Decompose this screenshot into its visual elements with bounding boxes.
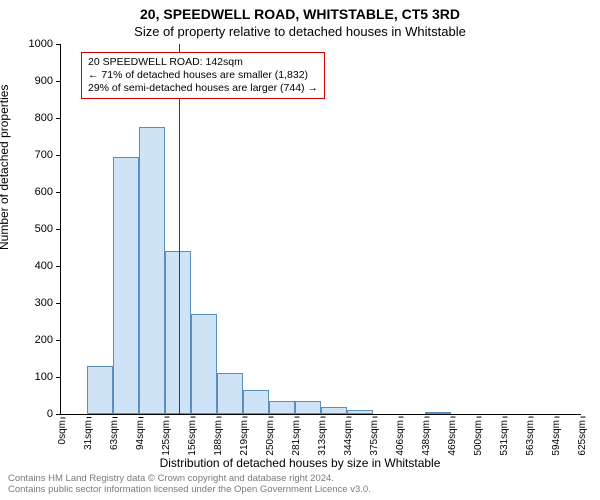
x-tick: 625sqm [577, 420, 588, 456]
histogram-bar [191, 314, 217, 414]
x-tick: 438sqm [421, 420, 432, 456]
annotation-line2: ← 71% of detached houses are smaller (1,… [88, 69, 318, 82]
x-tick: 469sqm [447, 420, 458, 456]
chart-subtitle: Size of property relative to detached ho… [0, 24, 600, 39]
x-tick: 219sqm [239, 420, 250, 456]
x-tick: 63sqm [109, 420, 120, 450]
x-tick: 313sqm [317, 420, 328, 456]
x-tick: 375sqm [369, 420, 380, 456]
annotation-box: 20 SPEEDWELL ROAD: 142sqm ← 71% of detac… [81, 52, 325, 99]
histogram-bar [269, 401, 295, 414]
y-tick: 200 [35, 334, 61, 346]
x-axis-label: Distribution of detached houses by size … [0, 456, 600, 470]
y-tick: 1000 [29, 38, 61, 50]
y-axis-label: Number of detached properties [0, 85, 11, 250]
y-tick: 300 [35, 297, 61, 309]
y-tick: 900 [35, 75, 61, 87]
annotation-line3: 29% of semi-detached houses are larger (… [88, 82, 318, 95]
y-tick: 800 [35, 112, 61, 124]
histogram-bar [243, 390, 269, 414]
marker-line [179, 44, 180, 414]
y-tick: 500 [35, 223, 61, 235]
y-tick: 600 [35, 186, 61, 198]
y-tick: 100 [35, 371, 61, 383]
y-tick: 400 [35, 260, 61, 272]
footer-attribution: Contains HM Land Registry data © Crown c… [8, 474, 371, 496]
y-tick: 0 [47, 408, 61, 420]
histogram-bar [87, 366, 113, 414]
annotation-line1: 20 SPEEDWELL ROAD: 142sqm [88, 56, 318, 69]
y-tick: 700 [35, 149, 61, 161]
histogram-bar [321, 407, 347, 414]
x-tick: 281sqm [291, 420, 302, 456]
chart-container: 20, SPEEDWELL ROAD, WHITSTABLE, CT5 3RD … [0, 0, 600, 500]
x-tick: 594sqm [551, 420, 562, 456]
x-tick: 0sqm [57, 420, 68, 444]
histogram-bar [217, 373, 243, 414]
chart-title: 20, SPEEDWELL ROAD, WHITSTABLE, CT5 3RD [0, 6, 600, 22]
plot-area: 010020030040050060070080090010000sqm31sq… [60, 44, 581, 415]
histogram-bar [165, 251, 191, 414]
x-tick: 563sqm [525, 420, 536, 456]
x-tick: 31sqm [83, 420, 94, 450]
footer-line2: Contains public sector information licen… [8, 485, 371, 496]
histogram-bar [139, 127, 165, 414]
x-tick: 250sqm [265, 420, 276, 456]
histogram-bar [295, 401, 321, 414]
histogram-bar [113, 157, 139, 414]
histogram-bar [425, 412, 451, 414]
x-tick: 188sqm [213, 420, 224, 456]
x-tick: 125sqm [161, 420, 172, 456]
x-tick: 406sqm [395, 420, 406, 456]
x-tick: 500sqm [473, 420, 484, 456]
x-tick: 531sqm [499, 420, 510, 456]
x-tick: 344sqm [343, 420, 354, 456]
histogram-bar [347, 410, 373, 414]
x-tick: 156sqm [187, 420, 198, 456]
x-tick: 94sqm [135, 420, 146, 450]
